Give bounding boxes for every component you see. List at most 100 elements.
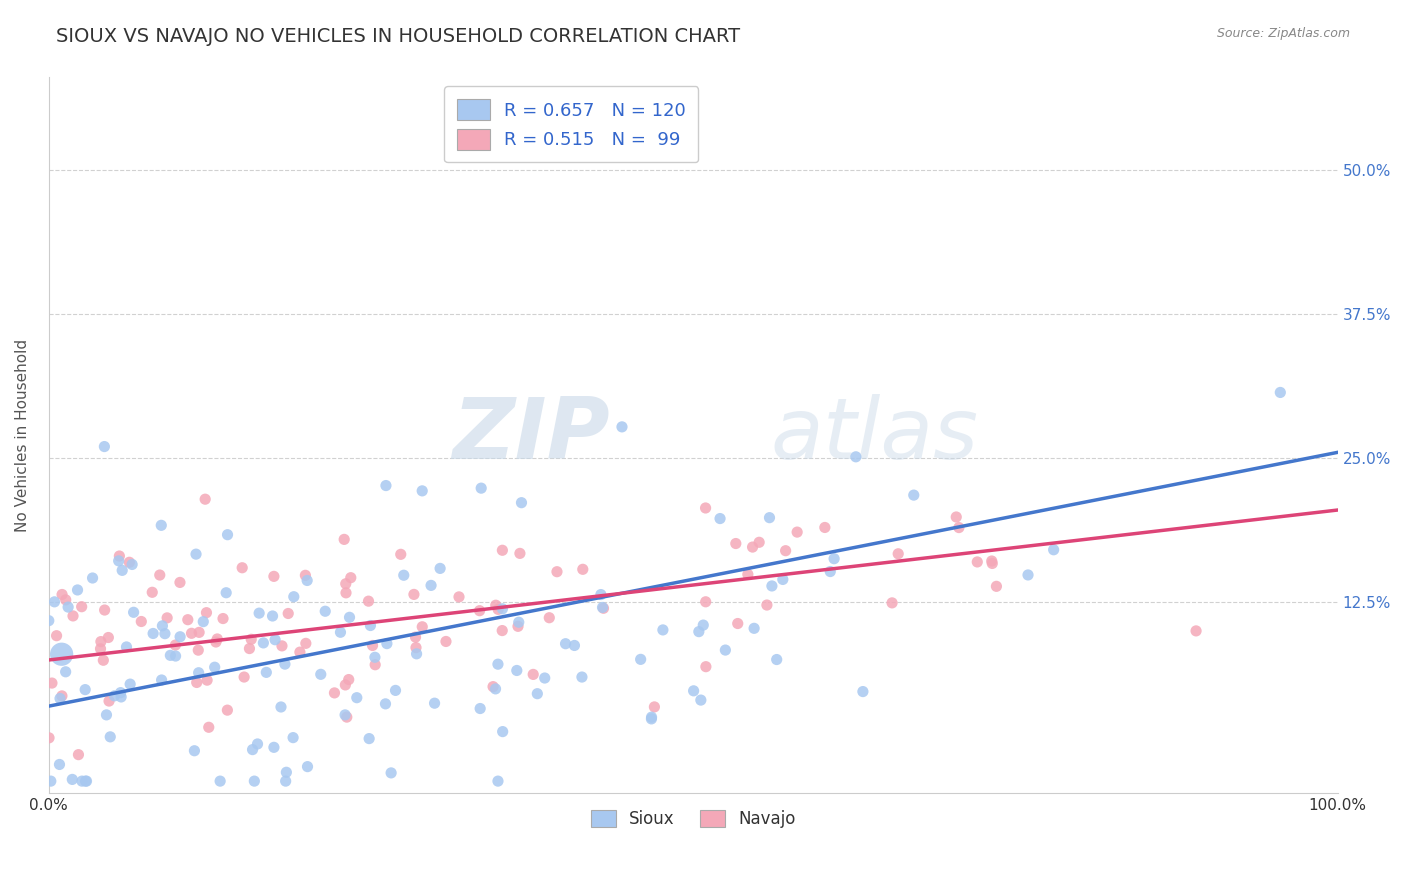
Point [492, 724, 515, 739]
Point [215, 586, 238, 600]
Point [274, 774, 297, 789]
Point [709, 511, 731, 525]
Point [470, 701, 492, 715]
Point [93, 440, 115, 454]
Y-axis label: No Vehicles in Household: No Vehicles in Household [15, 338, 30, 532]
Point [491, 601, 513, 615]
Point [447, 590, 470, 604]
Point [186, 675, 208, 690]
Point [323, 686, 346, 700]
Point [364, 657, 387, 672]
Point [405, 640, 427, 655]
Point [748, 535, 770, 549]
Point [506, 619, 529, 633]
Point [1270, 385, 1292, 400]
Point [263, 740, 285, 755]
Point [986, 579, 1008, 593]
Point [204, 660, 226, 674]
Point [212, 611, 235, 625]
Point [297, 759, 319, 773]
Point [695, 595, 717, 609]
Point [814, 520, 837, 534]
Point [66, 582, 89, 597]
Point [589, 588, 612, 602]
Point [742, 621, 765, 635]
Point [207, 632, 229, 646]
Point [110, 690, 132, 704]
Point [640, 712, 662, 726]
Point [405, 630, 427, 644]
Point [97, 631, 120, 645]
Point [333, 533, 356, 547]
Point [335, 586, 357, 600]
Point [159, 648, 181, 663]
Point [695, 659, 717, 673]
Point [491, 624, 513, 638]
Point [252, 636, 274, 650]
Point [153, 626, 176, 640]
Point [820, 565, 842, 579]
Point [254, 665, 277, 680]
Point [217, 527, 239, 541]
Point [276, 765, 298, 780]
Point [187, 643, 209, 657]
Point [56, 600, 79, 615]
Point [429, 561, 451, 575]
Point [150, 518, 173, 533]
Point [270, 700, 292, 714]
Point [337, 673, 360, 687]
Point [76, 774, 98, 789]
Point [361, 639, 384, 653]
Point [118, 555, 141, 569]
Point [217, 703, 239, 717]
Point [948, 520, 970, 534]
Point [755, 598, 778, 612]
Point [533, 671, 555, 685]
Point [823, 551, 845, 566]
Point [468, 604, 491, 618]
Text: SIOUX VS NAVAJO NO VEHICLES IN HOUSEHOLD CORRELATION CHART: SIOUX VS NAVAJO NO VEHICLES IN HOUSEHOLD… [56, 27, 741, 45]
Point [336, 710, 359, 724]
Point [38, 614, 60, 628]
Point [82, 571, 104, 585]
Point [197, 720, 219, 734]
Point [238, 641, 260, 656]
Point [67, 747, 90, 762]
Point [546, 565, 568, 579]
Point [903, 488, 925, 502]
Point [434, 634, 457, 648]
Point [329, 625, 352, 640]
Point [121, 558, 143, 572]
Point [263, 569, 285, 583]
Point [129, 615, 152, 629]
Point [852, 684, 875, 698]
Point [374, 478, 396, 492]
Point [380, 765, 402, 780]
Point [156, 611, 179, 625]
Point [564, 639, 586, 653]
Point [509, 546, 531, 560]
Point [141, 585, 163, 599]
Point [195, 606, 218, 620]
Point [630, 652, 652, 666]
Point [682, 683, 704, 698]
Point [470, 481, 492, 495]
Point [640, 710, 662, 724]
Point [688, 624, 710, 639]
Point [75, 774, 97, 789]
Point [295, 636, 318, 650]
Point [55, 665, 77, 679]
Point [482, 680, 505, 694]
Point [486, 657, 509, 672]
Point [486, 774, 509, 789]
Point [243, 774, 266, 789]
Point [38, 731, 60, 745]
Point [880, 596, 903, 610]
Point [592, 600, 614, 615]
Point [335, 678, 357, 692]
Point [122, 605, 145, 619]
Point [610, 420, 633, 434]
Point [724, 536, 747, 550]
Point [1042, 542, 1064, 557]
Point [180, 626, 202, 640]
